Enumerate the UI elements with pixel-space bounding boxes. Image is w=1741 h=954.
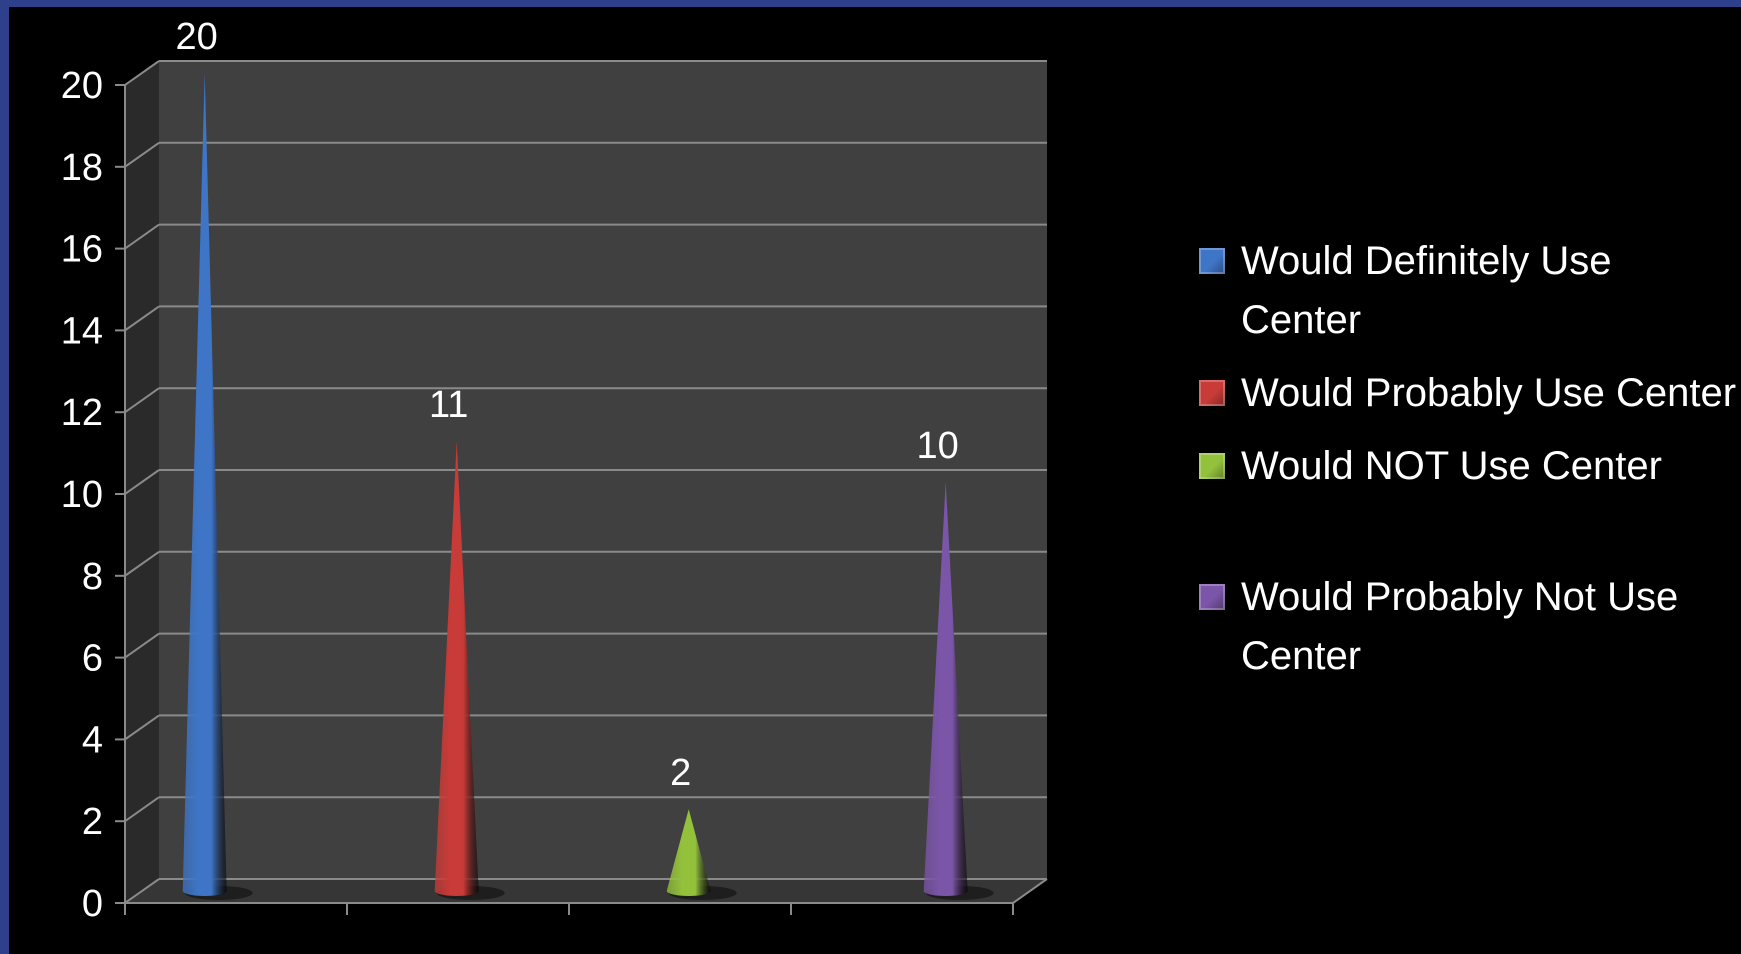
y-tick-label: 16 [61,229,103,271]
legend-label: Would Probably Not Use Center [1241,575,1678,678]
y-tick-label: 8 [82,556,103,598]
y-tick-label: 12 [61,392,103,434]
chart-walls [125,61,1047,903]
legend-label: Would Definitely Use Center [1241,239,1612,342]
y-tick-label: 10 [61,474,103,516]
y-tick-label: 2 [82,801,103,843]
legend-item-not: Would NOT Use Center [1199,437,1739,496]
data-label: 10 [917,425,959,467]
y-tick-label: 0 [82,883,103,925]
legend-label: Would Probably Use Center [1241,371,1736,415]
chart-frame: 0 2 4 6 8 10 12 14 16 18 20 20 11 2 10 Would Definite… [9,7,1741,954]
data-label: 20 [176,16,218,58]
y-tick-label: 18 [61,147,103,189]
y-tick-label: 6 [82,638,103,680]
y-tick-label: 14 [61,310,103,352]
legend-label: Would NOT Use Center [1241,444,1662,488]
legend-swatch [1199,248,1225,274]
legend-swatch [1199,584,1225,610]
y-tick-label: 20 [61,65,103,107]
y-tick-label: 4 [82,719,103,761]
legend: Would Definitely Use Center Would Probab… [1199,232,1739,700]
legend-item-probably: Would Probably Use Center [1199,364,1739,423]
legend-swatch [1199,380,1225,406]
data-label: 11 [429,384,468,426]
y-axis-ticks: 0 2 4 6 8 10 12 14 16 18 20 [61,65,103,925]
floor [125,879,1047,903]
legend-swatch [1199,453,1225,479]
legend-item-definitely: Would Definitely Use Center [1199,232,1739,350]
data-label: 2 [670,752,691,794]
legend-item-probably-not: Would Probably Not Use Center [1199,568,1739,686]
